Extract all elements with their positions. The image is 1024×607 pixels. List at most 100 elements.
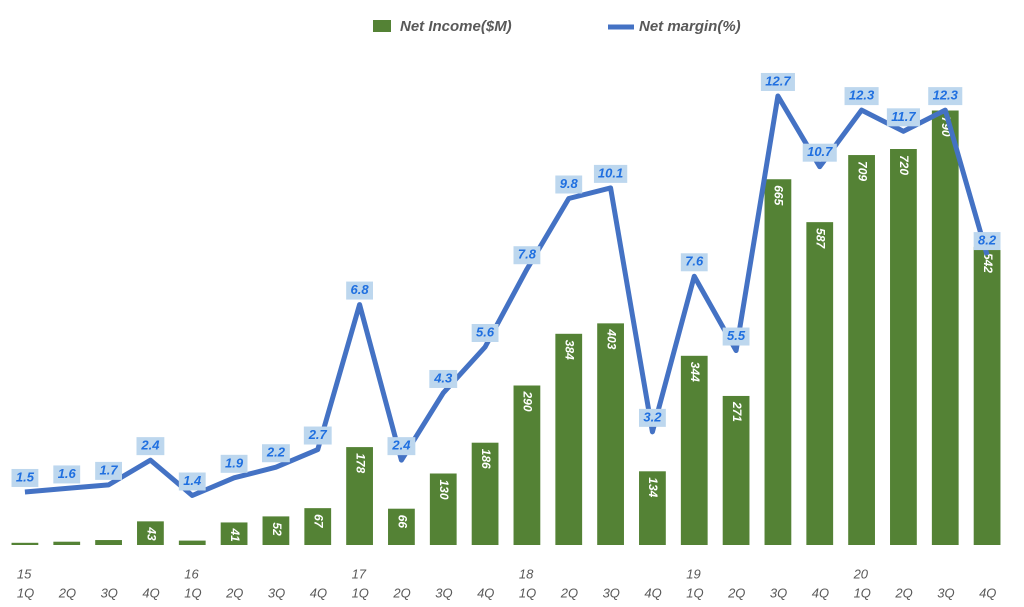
- bar-value-label: 66: [395, 515, 409, 529]
- legend-swatch: [373, 20, 391, 32]
- line-label-box: [680, 253, 708, 272]
- x-tick-label: 3Q: [101, 585, 118, 600]
- legend-label: Net Income($M): [400, 18, 512, 35]
- line-label-box: [429, 369, 458, 388]
- x-tick-label: 2Q: [58, 585, 76, 600]
- bar: [178, 540, 206, 545]
- line-label-box: [53, 465, 81, 484]
- line-label-box: [136, 437, 165, 456]
- line-label-box: [886, 108, 920, 127]
- bar-value-label: 665: [772, 185, 786, 205]
- bar-value-label: 4: [19, 532, 33, 540]
- line-value-label: 1.6: [58, 466, 77, 481]
- x-group-label: 20: [853, 566, 869, 581]
- line-value-label: 10.7: [807, 144, 833, 159]
- line-label-box: [973, 232, 1001, 251]
- bar-value-label: 134: [646, 477, 660, 497]
- bar: [220, 522, 248, 545]
- x-tick-label: 3Q: [603, 585, 620, 600]
- bar-value-label: 9: [102, 533, 116, 540]
- x-tick-label: 2Q: [392, 585, 410, 600]
- line: [24, 93, 990, 498]
- x-tick-label: 1Q: [184, 585, 201, 600]
- x-group-label: 19: [686, 566, 700, 581]
- bar: [471, 442, 499, 545]
- line-value-label: 9.8: [560, 176, 579, 191]
- x-tick-label: 3Q: [435, 585, 452, 600]
- line-label-box: [802, 143, 837, 162]
- x-tick-label: 4Q: [644, 585, 661, 600]
- bar-value-label: 587: [814, 228, 828, 249]
- line-label-box: [638, 408, 666, 427]
- line-value-label: 7.8: [518, 247, 537, 262]
- x-tick-label: 1Q: [17, 585, 34, 600]
- x-tick-label: 4Q: [477, 585, 494, 600]
- line-value-label: 6.8: [351, 282, 370, 297]
- x-tick-label: 1Q: [519, 585, 536, 600]
- line-label-box: [220, 454, 248, 473]
- line-value-label: 2.7: [308, 427, 328, 442]
- bar: [429, 473, 457, 545]
- line-value-label: 1.9: [225, 455, 244, 470]
- bar-value-label: 41: [228, 527, 242, 542]
- bar: [639, 471, 666, 545]
- line-label-box: [178, 472, 206, 491]
- x-tick-label: 2Q: [727, 585, 745, 600]
- legend-label: Net margin(%): [639, 18, 741, 35]
- bar-value-label: 8: [186, 533, 200, 540]
- bar: [11, 542, 39, 545]
- line-value-label: 1.4: [183, 473, 202, 488]
- x-tick-label: 4Q: [979, 585, 996, 600]
- bar: [680, 355, 708, 545]
- bar: [137, 521, 164, 545]
- bar: [806, 222, 834, 545]
- line-value-label: 5.5: [727, 328, 746, 343]
- bar: [388, 508, 415, 545]
- bar-value-label: 67: [312, 514, 326, 529]
- bar-value-label: 542: [981, 253, 995, 273]
- bar-value-label: 186: [479, 449, 493, 469]
- x-tick-label: 2Q: [225, 585, 243, 600]
- bar-value-label: 271: [730, 401, 744, 422]
- x-group-label: 15: [17, 566, 32, 581]
- line-value-label: 4.3: [433, 370, 453, 385]
- line-value-label: 8.2: [978, 233, 997, 248]
- x-tick-label: 1Q: [352, 585, 369, 600]
- bar-value-label: 178: [353, 453, 367, 473]
- x-tick-label: 4Q: [812, 585, 829, 600]
- bar: [53, 541, 81, 545]
- bar: [764, 179, 792, 545]
- x-group-label: 16: [184, 566, 199, 581]
- line-label-box: [928, 87, 963, 106]
- x-tick-label: 1Q: [686, 585, 703, 600]
- line-value-label: 2.2: [266, 445, 286, 460]
- line-value-label: 7.6: [685, 254, 704, 269]
- bar: [931, 110, 959, 545]
- bar: [304, 508, 332, 545]
- line-value-label: 10.1: [598, 165, 623, 180]
- bar-value-label: 130: [437, 480, 451, 500]
- line-label-box: [387, 437, 416, 456]
- line-label-box: [513, 246, 541, 265]
- line-value-label: 12.3: [849, 88, 875, 103]
- bar: [513, 385, 541, 545]
- x-tick-label: 3Q: [268, 585, 285, 600]
- bar: [95, 540, 122, 545]
- bar-value-label: 720: [897, 155, 911, 175]
- bar-value-label: 290: [521, 391, 535, 412]
- bar: [973, 246, 1001, 545]
- bar: [722, 395, 750, 545]
- line-label-box: [593, 164, 628, 183]
- x-group-label: 18: [519, 566, 534, 581]
- x-tick-label: 2Q: [894, 585, 912, 600]
- line-value-label: 12.7: [765, 73, 791, 88]
- bar-value-label: 403: [604, 328, 618, 349]
- line-label-box: [471, 324, 499, 342]
- line-label-box: [555, 175, 583, 194]
- bar: [890, 149, 917, 545]
- bar-value-label: 709: [855, 161, 869, 181]
- line-label-box: [844, 87, 879, 106]
- bar: [262, 516, 290, 545]
- line-label-box: [11, 468, 39, 487]
